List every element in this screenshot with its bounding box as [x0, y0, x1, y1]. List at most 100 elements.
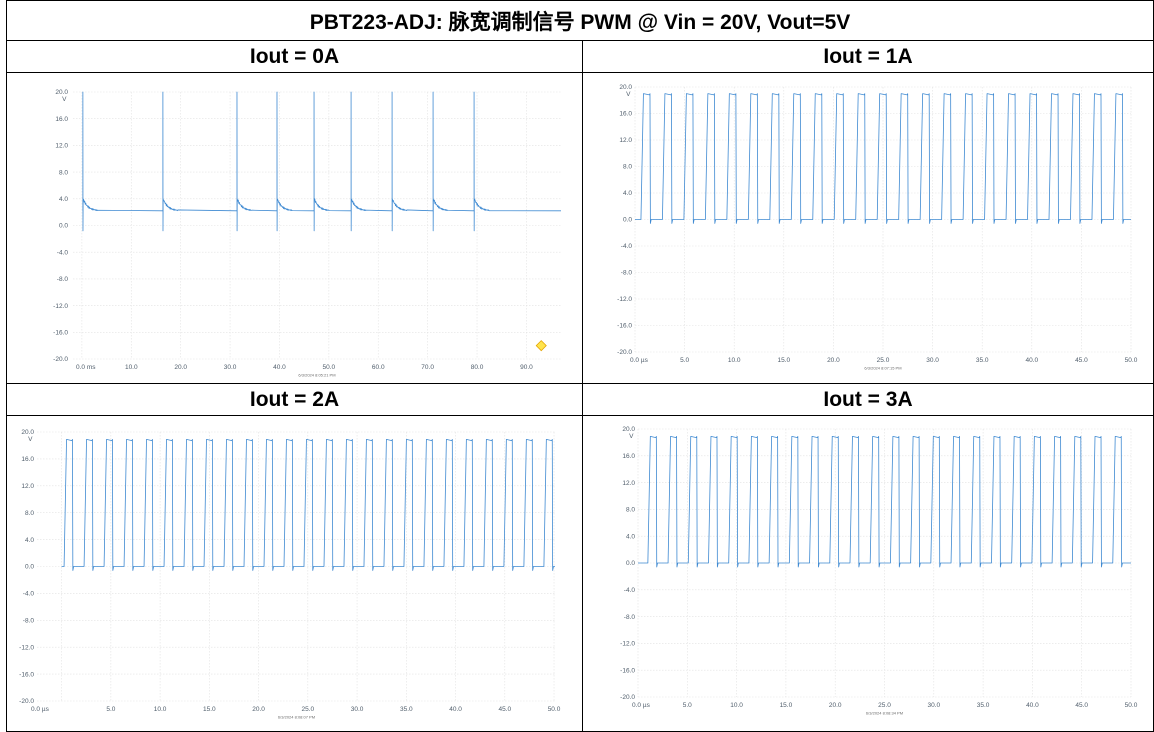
x-tick-label: 50.0	[548, 706, 561, 713]
x-tick-label: 25.0	[301, 706, 314, 713]
x-tick-label: 35.0	[977, 702, 990, 709]
x-tick-label: 30.0	[224, 364, 237, 371]
y-tick-label: -8.0	[621, 270, 633, 277]
y-tick-label: 4.0	[626, 533, 635, 540]
chart-iout-0a: 20.0 16.0 12.0 8.0 4.0 0.0 -4.0 -8.0 -12.0 -16.0 -…	[53, 89, 562, 378]
y-tick-label: -4.0	[23, 591, 35, 598]
x-tick-label: 20.0	[829, 702, 842, 709]
y-tick-label: -20.0	[19, 698, 34, 705]
x-tick-label: 20.0	[252, 706, 265, 713]
y-tick-label: 4.0	[59, 196, 68, 203]
x-tick-label: 30.0	[926, 357, 939, 364]
y-tick-label: -12.0	[617, 296, 632, 303]
trigger-marker-icon	[535, 340, 547, 352]
x-tick-label: 25.0	[878, 702, 891, 709]
y-tick-label: 20.0	[55, 89, 68, 96]
y-tick-label: 12.0	[55, 143, 68, 150]
chart-title: Iout = 1A	[823, 44, 913, 68]
waveform-line	[638, 435, 1131, 568]
header-cell-iout-3a: Iout = 3A	[583, 384, 1153, 415]
x-tick-label: 15.0	[777, 357, 790, 364]
chart-title: Iout = 0A	[249, 44, 340, 68]
y-tick-label: 16.0	[619, 111, 632, 118]
y-tick-label: -12.0	[19, 644, 34, 651]
y-tick-label: -4.0	[57, 249, 69, 256]
y-unit-label: V	[626, 91, 631, 98]
x-tick-label: 30.0	[351, 706, 364, 713]
x-tick-label: 90.0	[520, 364, 533, 371]
y-unit-label: V	[629, 433, 634, 440]
y-tick-label: 16.0	[21, 456, 34, 463]
x-tick-label: 20.0	[827, 357, 840, 364]
y-tick-label: 12.0	[21, 483, 34, 490]
chart-title: Iout = 2A	[249, 387, 340, 411]
x-tick-label: 10.0	[125, 364, 138, 371]
y-tick-label: 4.0	[623, 190, 632, 197]
y-tick-label: -20.0	[620, 694, 635, 701]
x-tick-label: 45.0	[498, 706, 511, 713]
x-tick-label: 45.0	[1075, 357, 1088, 364]
y-tick-label: -20.0	[53, 356, 68, 363]
header-cell-iout-2a: Iout = 2A	[7, 384, 582, 415]
chart-iout-2a: 20.0 16.0 12.0 8.0 4.0 0.0 -4.0 -8.0 -12.0 -16.0 -…	[19, 429, 561, 720]
chart-iout-3a: 20.0 16.0 12.0 8.0 4.0 0.0 -4.0 -8.0 -12.0 -16.0 -…	[620, 426, 1138, 716]
x-tick-label: 70.0	[421, 364, 434, 371]
chart-iout-1a: 20.0 16.0 12.0 8.0 4.0 0.0 -4.0 -8.0 -12.0 -16.0 -…	[617, 84, 1138, 371]
y-tick-label: -12.0	[53, 303, 68, 310]
table-title-cell: PBT223-ADJ: 脉宽调制信号 PWM @ Vin = 20V, Vout…	[7, 1, 1153, 40]
x-tick-label: 5.0	[680, 357, 689, 364]
y-tick-label: -16.0	[620, 667, 635, 674]
y-tick-label: 0.0	[626, 560, 635, 567]
y-tick-label: -16.0	[617, 323, 632, 330]
x-tick-label: 60.0	[372, 364, 385, 371]
x-tick-label: 5.0	[106, 706, 115, 713]
y-tick-label: -16.0	[53, 330, 68, 337]
x-tick-label: 20.0	[174, 364, 187, 371]
header-cell-iout-0a: Iout = 0A	[7, 41, 582, 72]
y-tick-label: 12.0	[619, 137, 632, 144]
y-unit-label: V	[62, 96, 67, 103]
y-tick-label: 8.0	[25, 510, 34, 517]
x-tick-label: 50.0	[1125, 357, 1138, 364]
x-tick-label: 35.0	[976, 357, 989, 364]
y-tick-label: 20.0	[21, 429, 34, 436]
y-tick-label: -16.0	[19, 671, 34, 678]
x-tick-label: 0.0 µs	[31, 706, 50, 713]
x-tick-label: 30.0	[927, 702, 940, 709]
table-row-divider	[6, 415, 1154, 416]
x-tick-label: 40.0	[1025, 357, 1038, 364]
y-tick-label: 0.0	[59, 223, 68, 230]
chart-timestamp: 6/3/2024 8:08:07 PM	[278, 715, 315, 720]
x-tick-label: 45.0	[1075, 702, 1088, 709]
x-tick-label: 5.0	[683, 702, 692, 709]
x-tick-label: 35.0	[400, 706, 413, 713]
x-tick-label: 15.0	[203, 706, 216, 713]
y-tick-label: -8.0	[57, 276, 69, 283]
y-tick-label: 0.0	[25, 564, 34, 571]
x-tick-label: 40.0	[1026, 702, 1039, 709]
x-tick-label: 80.0	[471, 364, 484, 371]
y-tick-label: -8.0	[624, 614, 636, 621]
x-tick-label: 0.0 µs	[632, 702, 651, 709]
waveform-line	[635, 93, 1131, 224]
chart-timestamp: 6/3/2024 8:05:21 PM	[298, 373, 335, 378]
chart-timestamp: 6/3/2024 8:08:34 PM	[866, 711, 903, 716]
y-tick-label: 8.0	[626, 507, 635, 514]
x-tick-label: 40.0	[273, 364, 286, 371]
x-tick-label: 40.0	[449, 706, 462, 713]
chart-timestamp: 6/3/2024 8:07:15 PM	[864, 366, 901, 371]
y-tick-label: 0.0	[623, 217, 632, 224]
y-tick-label: 20.0	[622, 426, 635, 433]
x-tick-label: 10.0	[154, 706, 167, 713]
y-tick-label: 8.0	[59, 169, 68, 176]
table-row-divider	[6, 72, 1154, 73]
waveform-line	[82, 91, 562, 232]
x-tick-label: 15.0	[780, 702, 793, 709]
y-tick-label: -20.0	[617, 349, 632, 356]
y-tick-label: 8.0	[623, 164, 632, 171]
y-tick-label: 16.0	[55, 116, 68, 123]
x-tick-label: 10.0	[730, 702, 743, 709]
x-tick-label: 10.0	[728, 357, 741, 364]
y-tick-label: -8.0	[23, 618, 35, 625]
x-tick-label: 50.0	[1125, 702, 1138, 709]
